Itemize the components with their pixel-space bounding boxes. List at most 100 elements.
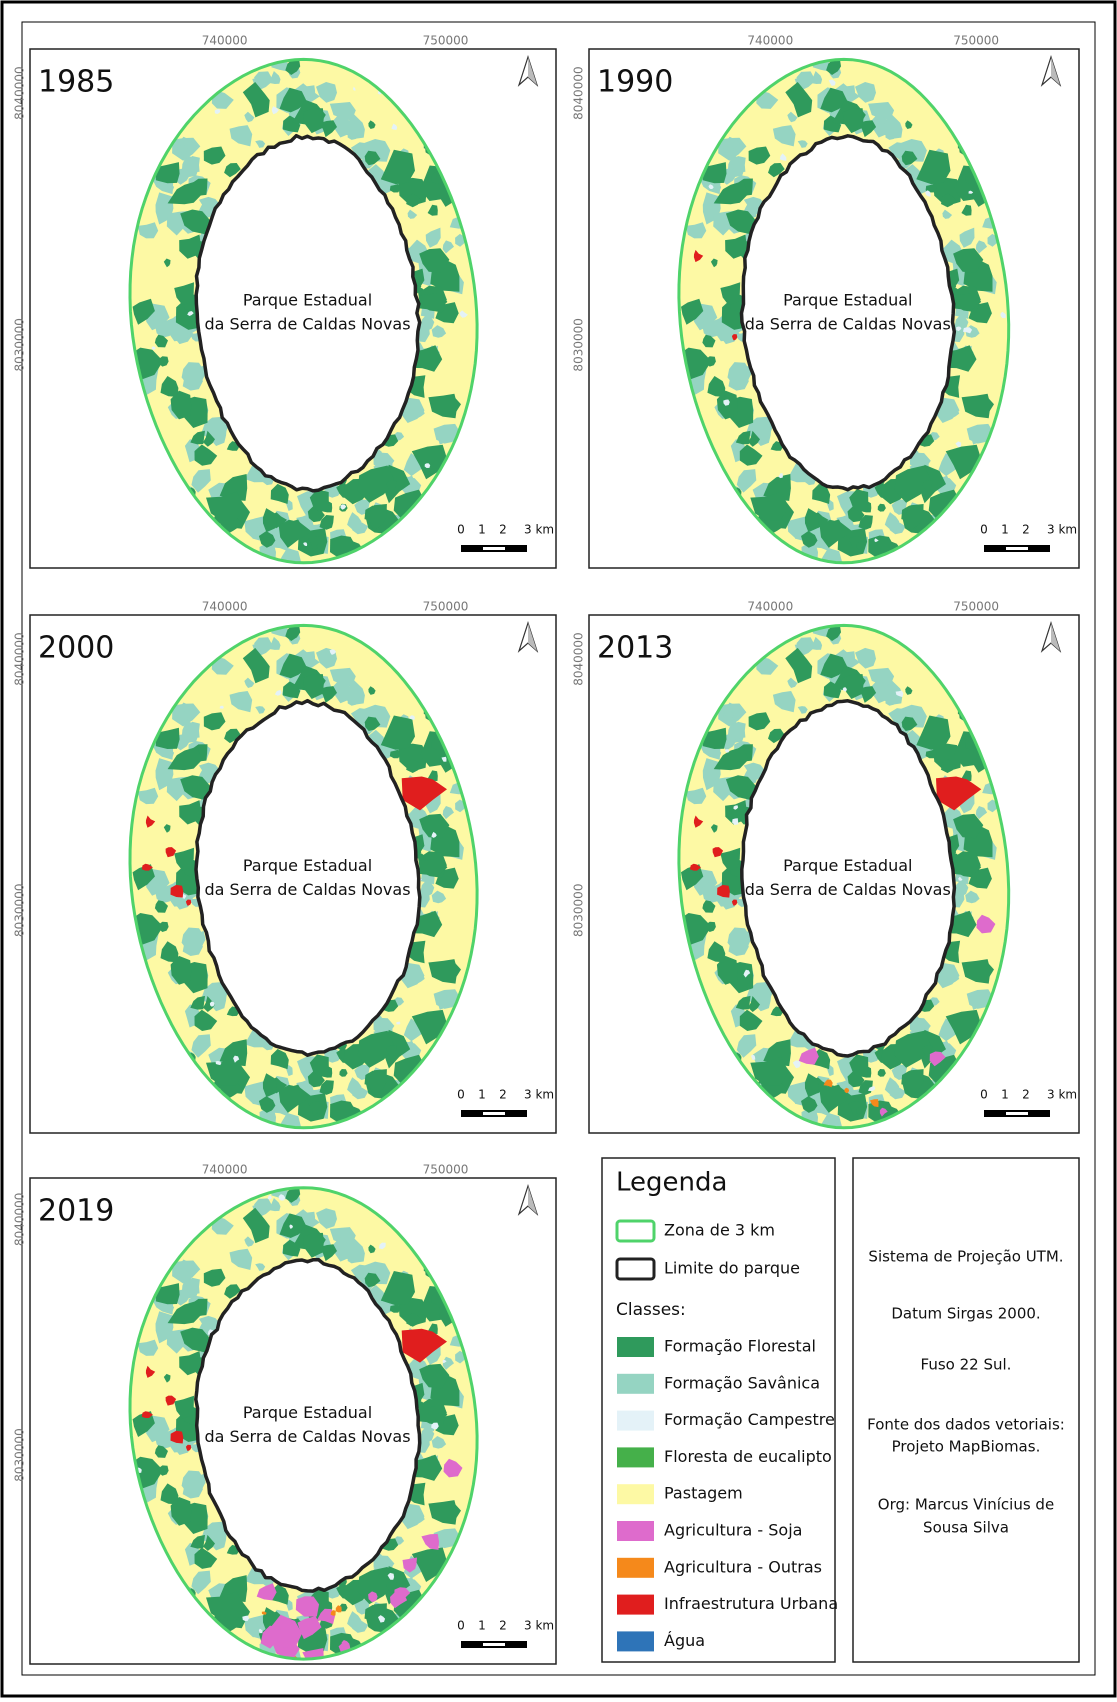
scale-label: 3 km bbox=[1047, 523, 1077, 537]
y-coordinate-label: 8030000 bbox=[572, 884, 586, 937]
scale-label: 0 bbox=[457, 523, 465, 537]
legend-label: Agricultura - Outras bbox=[664, 1557, 822, 1576]
info-line: Fonte dos dados vetoriais: bbox=[867, 1416, 1065, 1434]
scale-label: 1 bbox=[478, 523, 486, 537]
map-year: 2000 bbox=[38, 631, 114, 666]
scale-bar-mid bbox=[483, 1112, 505, 1115]
scale-label: 2 bbox=[1022, 1088, 1030, 1102]
x-coordinate-label: 750000 bbox=[953, 34, 999, 48]
park-label: da Serra de Caldas Novas bbox=[745, 880, 951, 899]
legend-label: Zona de 3 km bbox=[664, 1221, 775, 1240]
scale-label: 1 bbox=[478, 1088, 486, 1102]
legend-swatch bbox=[617, 1447, 654, 1467]
park-label: Parque Estadual bbox=[243, 1403, 372, 1422]
scale-label: 1 bbox=[1001, 523, 1009, 537]
info-line: Org: Marcus Vinícius de bbox=[878, 1496, 1054, 1514]
map-panel: 1990 Parque Estadual da Serra de Caldas No… bbox=[572, 34, 1080, 572]
scale-label: 3 km bbox=[524, 523, 554, 537]
legend-label: Água bbox=[664, 1631, 705, 1650]
map-year: 1985 bbox=[38, 65, 114, 100]
info-line: Fuso 22 Sul. bbox=[921, 1356, 1012, 1374]
scale-label: 0 bbox=[457, 1088, 465, 1102]
y-coordinate-label: 8030000 bbox=[13, 318, 27, 371]
y-coordinate-label: 8040000 bbox=[572, 66, 586, 119]
x-coordinate-label: 750000 bbox=[423, 600, 469, 614]
info-box: Sistema de Projeção UTM. Datum Sirgas 200… bbox=[853, 1158, 1079, 1662]
legend-label: Floresta de eucalipto bbox=[664, 1447, 832, 1466]
map-panel: 2000 Parque Estadual da Serra de Caldas No… bbox=[13, 600, 557, 1137]
legend-swatch bbox=[617, 1558, 654, 1578]
legend-swatch bbox=[617, 1337, 654, 1357]
x-coordinate-label: 750000 bbox=[423, 1163, 469, 1177]
scale-label: 0 bbox=[980, 523, 988, 537]
map-year: 2013 bbox=[597, 631, 673, 666]
legend-classes-title: Classes: bbox=[616, 1300, 686, 1320]
legend-swatch bbox=[617, 1521, 654, 1541]
map-year: 2019 bbox=[38, 1194, 114, 1229]
legend-title: Legenda bbox=[616, 1168, 727, 1198]
scale-bar-mid bbox=[483, 1643, 505, 1646]
legend-swatch bbox=[617, 1411, 654, 1431]
scale-label: 2 bbox=[499, 1088, 507, 1102]
legend-label: Formação Campestre bbox=[664, 1410, 835, 1429]
park-label: da Serra de Caldas Novas bbox=[745, 315, 951, 334]
map-panel: 2019 Parque Estadual da Serra de Caldas No… bbox=[13, 1163, 557, 1672]
info-line: Datum Sirgas 2000. bbox=[891, 1305, 1040, 1323]
map-year: 1990 bbox=[597, 65, 673, 100]
x-coordinate-label: 740000 bbox=[202, 34, 248, 48]
legend-label: Formação Savânica bbox=[664, 1373, 820, 1392]
y-coordinate-label: 8040000 bbox=[572, 632, 586, 685]
y-coordinate-label: 8030000 bbox=[572, 318, 586, 371]
legend-label: Pastagem bbox=[664, 1484, 743, 1503]
y-coordinate-label: 8030000 bbox=[13, 884, 27, 937]
park-label: da Serra de Caldas Novas bbox=[204, 1427, 410, 1446]
legend-swatch bbox=[617, 1221, 654, 1241]
scale-label: 1 bbox=[478, 1619, 486, 1633]
map-panel: 1985 Parque Estadual da Serra de Caldas No… bbox=[13, 34, 557, 572]
scale-bar-mid bbox=[1006, 1112, 1028, 1115]
info-frame bbox=[853, 1158, 1079, 1662]
x-coordinate-label: 740000 bbox=[747, 600, 793, 614]
park-label: Parque Estadual bbox=[243, 856, 372, 875]
y-coordinate-label: 8030000 bbox=[13, 1428, 27, 1481]
scale-label: 0 bbox=[457, 1619, 465, 1633]
park-label: da Serra de Caldas Novas bbox=[204, 880, 410, 899]
x-coordinate-label: 750000 bbox=[423, 34, 469, 48]
x-coordinate-label: 740000 bbox=[747, 34, 793, 48]
legend-label: Infraestrutura Urbana bbox=[664, 1594, 838, 1613]
scale-label: 3 km bbox=[524, 1088, 554, 1102]
legend-swatch bbox=[617, 1374, 654, 1394]
legend-label: Formação Florestal bbox=[664, 1337, 816, 1356]
legend-label: Limite do parque bbox=[664, 1259, 800, 1278]
info-line: Projeto MapBiomas. bbox=[892, 1438, 1041, 1456]
legend: Legenda Zona de 3 km Limite do parque Class… bbox=[602, 1158, 838, 1662]
scale-label: 1 bbox=[1001, 1088, 1009, 1102]
park-label: Parque Estadual bbox=[783, 856, 912, 875]
park-label: Parque Estadual bbox=[783, 291, 912, 310]
map-panel: 2013 Parque Estadual da Serra de Caldas No… bbox=[572, 600, 1080, 1137]
info-line: Sousa Silva bbox=[923, 1519, 1009, 1537]
scale-label: 3 km bbox=[524, 1619, 554, 1633]
scale-bar-mid bbox=[1006, 547, 1028, 550]
y-coordinate-label: 8040000 bbox=[13, 1193, 27, 1246]
x-coordinate-label: 740000 bbox=[202, 600, 248, 614]
park-label: da Serra de Caldas Novas bbox=[204, 315, 410, 334]
legend-swatch bbox=[617, 1631, 654, 1651]
scale-label: 0 bbox=[980, 1088, 988, 1102]
legend-swatch bbox=[617, 1595, 654, 1615]
scale-label: 2 bbox=[1022, 523, 1030, 537]
scale-label: 3 km bbox=[1047, 1088, 1077, 1102]
scale-bar-mid bbox=[483, 547, 505, 550]
y-coordinate-label: 8040000 bbox=[13, 632, 27, 685]
legend-label: Agricultura - Soja bbox=[664, 1521, 802, 1540]
x-coordinate-label: 750000 bbox=[953, 600, 999, 614]
legend-swatch bbox=[617, 1484, 654, 1504]
y-coordinate-label: 8040000 bbox=[13, 66, 27, 119]
page: 1985 Parque Estadual da Serra de Caldas No… bbox=[0, 0, 1117, 1702]
info-line: Sistema de Projeção UTM. bbox=[868, 1248, 1063, 1266]
figure: 1985 Parque Estadual da Serra de Caldas No… bbox=[0, 0, 1117, 1698]
park-label: Parque Estadual bbox=[243, 291, 372, 310]
scale-label: 2 bbox=[499, 523, 507, 537]
legend-swatch bbox=[617, 1259, 654, 1279]
scale-label: 2 bbox=[499, 1619, 507, 1633]
